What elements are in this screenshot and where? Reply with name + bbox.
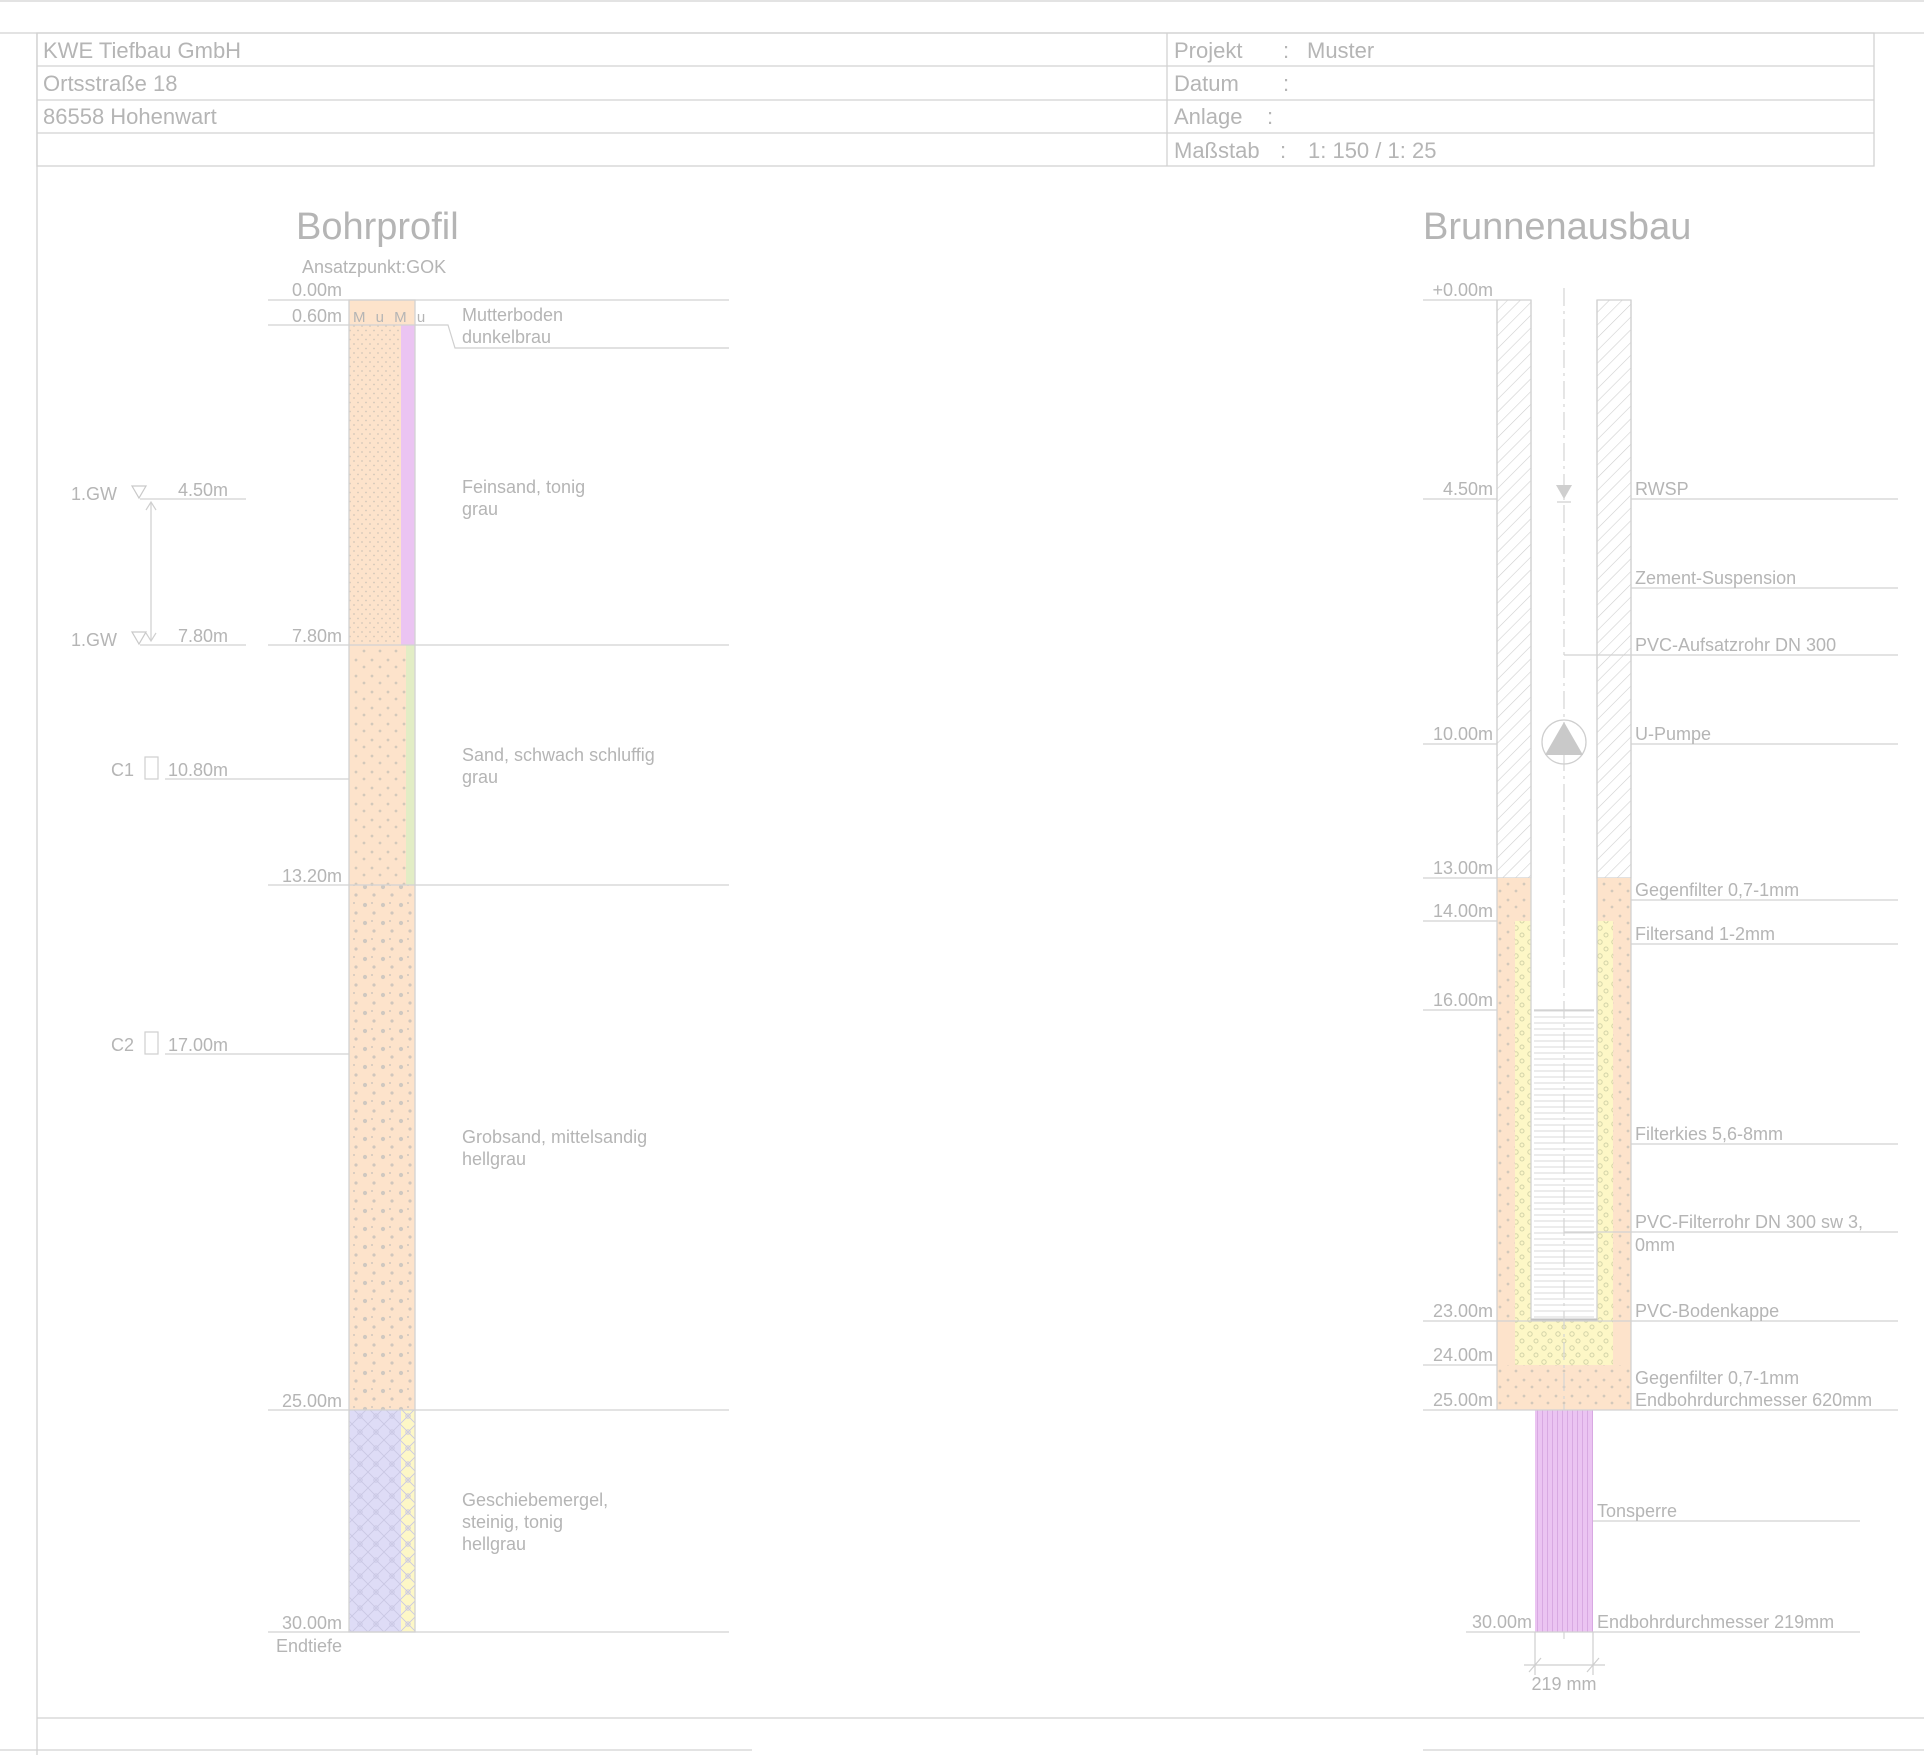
gw1-label: 1.GW (71, 484, 117, 504)
sample-c1-depth: 10.80m (168, 760, 228, 780)
company-name: KWE Tiefbau GmbH (43, 38, 241, 63)
depth-label-1: 0.60m (292, 306, 342, 326)
layer-4-line3: hellgrau (462, 1534, 526, 1554)
well-depth-4: 14.00m (1433, 901, 1493, 921)
sample-c1-label: C1 (111, 760, 134, 780)
layer-0-line1: Mutterboden (462, 305, 563, 325)
layer-1-line2: grau (462, 499, 498, 519)
sample-markers: C1 10.80m C2 17.00m (111, 756, 349, 1055)
layer-2-line2: grau (462, 767, 498, 787)
label-filterrohr-2: 0mm (1635, 1235, 1675, 1255)
zement-left (1497, 300, 1531, 878)
label-tonsperre: Tonsperre (1597, 1501, 1677, 1521)
layer-2-line1: Sand, schwach schluffig (462, 745, 655, 765)
sample-box-icon (144, 1031, 159, 1055)
gw2-label: 1.GW (71, 630, 117, 650)
layer-0-line2: dunkelbrau (462, 327, 551, 347)
layer-mergel-stein-pattern (401, 1410, 415, 1632)
tonsperre-pattern (1535, 1410, 1593, 1632)
projekt-colon: : (1283, 38, 1289, 63)
label-filterrohr-1: PVC-Filterrohr DN 300 sw 3, (1635, 1212, 1863, 1232)
well-depth-0: +0.00m (1432, 280, 1493, 300)
massstab-colon: : (1280, 138, 1286, 163)
anlage-label: Anlage (1174, 104, 1243, 129)
gw-triangle-icon (130, 485, 148, 500)
bohrprofil-title: Bohrprofil (296, 206, 459, 248)
layer-feinsand-pattern (349, 325, 401, 645)
layer-3-line2: hellgrau (462, 1149, 526, 1169)
company-city: 86558 Hohenwart (43, 104, 217, 129)
datum-label: Datum (1174, 71, 1239, 96)
depth-label-3: 13.20m (282, 866, 342, 886)
well-depth-1: 4.50m (1443, 479, 1493, 499)
layer-sand-pattern (349, 645, 406, 885)
projekt-value: Muster (1307, 38, 1374, 63)
well-depth-6: 23.00m (1433, 1301, 1493, 1321)
label-gegenfilter1: Gegenfilter 0,7-1mm (1635, 880, 1799, 900)
massstab-value: 1: 150 / 1: 25 (1308, 138, 1436, 163)
well-depth-5: 16.00m (1433, 990, 1493, 1010)
pump-icon (1541, 719, 1587, 765)
layer-feinsand-ton-strip (401, 325, 415, 645)
layer-sand-schluff-strip (406, 645, 415, 885)
well-depth-3: 13.00m (1433, 858, 1493, 878)
label-aufsatzrohr: PVC-Aufsatzrohr DN 300 (1635, 635, 1836, 655)
label-filterkies: Filterkies 5,6-8mm (1635, 1124, 1783, 1144)
well-depth-7: 24.00m (1433, 1345, 1493, 1365)
label-filtersand: Filtersand 1-2mm (1635, 924, 1775, 944)
layer-3-line1: Grobsand, mittelsandig (462, 1127, 647, 1147)
brunnenausbau-title: Brunnenausbau (1423, 206, 1691, 248)
layer-grobsand-pattern (349, 885, 415, 1410)
brunnenausbau: Brunnenausbau (1423, 206, 1898, 1694)
well-depth-2: 10.00m (1433, 724, 1493, 744)
label-endbohr620: Endbohrdurchmesser 620mm (1635, 1390, 1872, 1410)
label-zement: Zement-Suspension (1635, 568, 1796, 588)
well-depth-8: 25.00m (1433, 1390, 1493, 1410)
label-endbohr219: Endbohrdurchmesser 219mm (1597, 1612, 1834, 1632)
layer-mergel-pattern (349, 1410, 401, 1632)
datum-colon: : (1283, 71, 1289, 96)
dimension-219-label: 219 mm (1531, 1674, 1596, 1694)
anlage-colon: : (1267, 104, 1273, 129)
label-bodenkappe: PVC-Bodenkappe (1635, 1301, 1779, 1321)
depth-label-2: 7.80m (292, 626, 342, 646)
mutterboden-symbol: M u M u (353, 309, 428, 326)
projekt-label: Projekt (1174, 38, 1242, 63)
endtiefe-label: Endtiefe (276, 1636, 342, 1656)
depth-label-5: 30.00m (282, 1613, 342, 1633)
layer-4-line1: Geschiebemergel, (462, 1490, 608, 1510)
massstab-label: Maßstab (1174, 138, 1260, 163)
gw2-depth: 7.80m (178, 626, 228, 646)
dimension-219: 219 mm (1524, 1632, 1605, 1694)
sample-c2-label: C2 (111, 1035, 134, 1055)
rwsp-triangle-icon (1556, 485, 1572, 499)
label-gegenfilter2: Gegenfilter 0,7-1mm (1635, 1368, 1799, 1388)
layer-4-line2: steinig, tonig (462, 1512, 563, 1532)
layer-1-line1: Feinsand, tonig (462, 477, 585, 497)
company-street: Ortsstraße 18 (43, 71, 177, 96)
groundwater-markers: 1.GW 4.50m 1.GW 7.80m (71, 480, 246, 650)
layer-mutterboden-fill (349, 300, 415, 325)
zement-right (1597, 300, 1631, 878)
sample-box-icon (144, 756, 159, 780)
well-depth-9: 30.00m (1472, 1612, 1532, 1632)
label-rwsp: RWSP (1635, 479, 1689, 499)
sample-c2-depth: 17.00m (168, 1035, 228, 1055)
depth-label-4: 25.00m (282, 1391, 342, 1411)
depth-label-0: 0.00m (292, 280, 342, 300)
bohrprofil: Bohrprofil Ansatzpunkt:GOK M u M u 0.00m… (71, 206, 729, 1656)
title-block: KWE Tiefbau GmbH Ortsstraße 18 86558 Hoh… (36, 32, 1875, 167)
label-pumpe: U-Pumpe (1635, 724, 1711, 744)
gw1-depth: 4.50m (178, 480, 228, 500)
ansatzpunkt-label: Ansatzpunkt:GOK (302, 257, 446, 277)
gw-triangle-icon (130, 631, 148, 646)
